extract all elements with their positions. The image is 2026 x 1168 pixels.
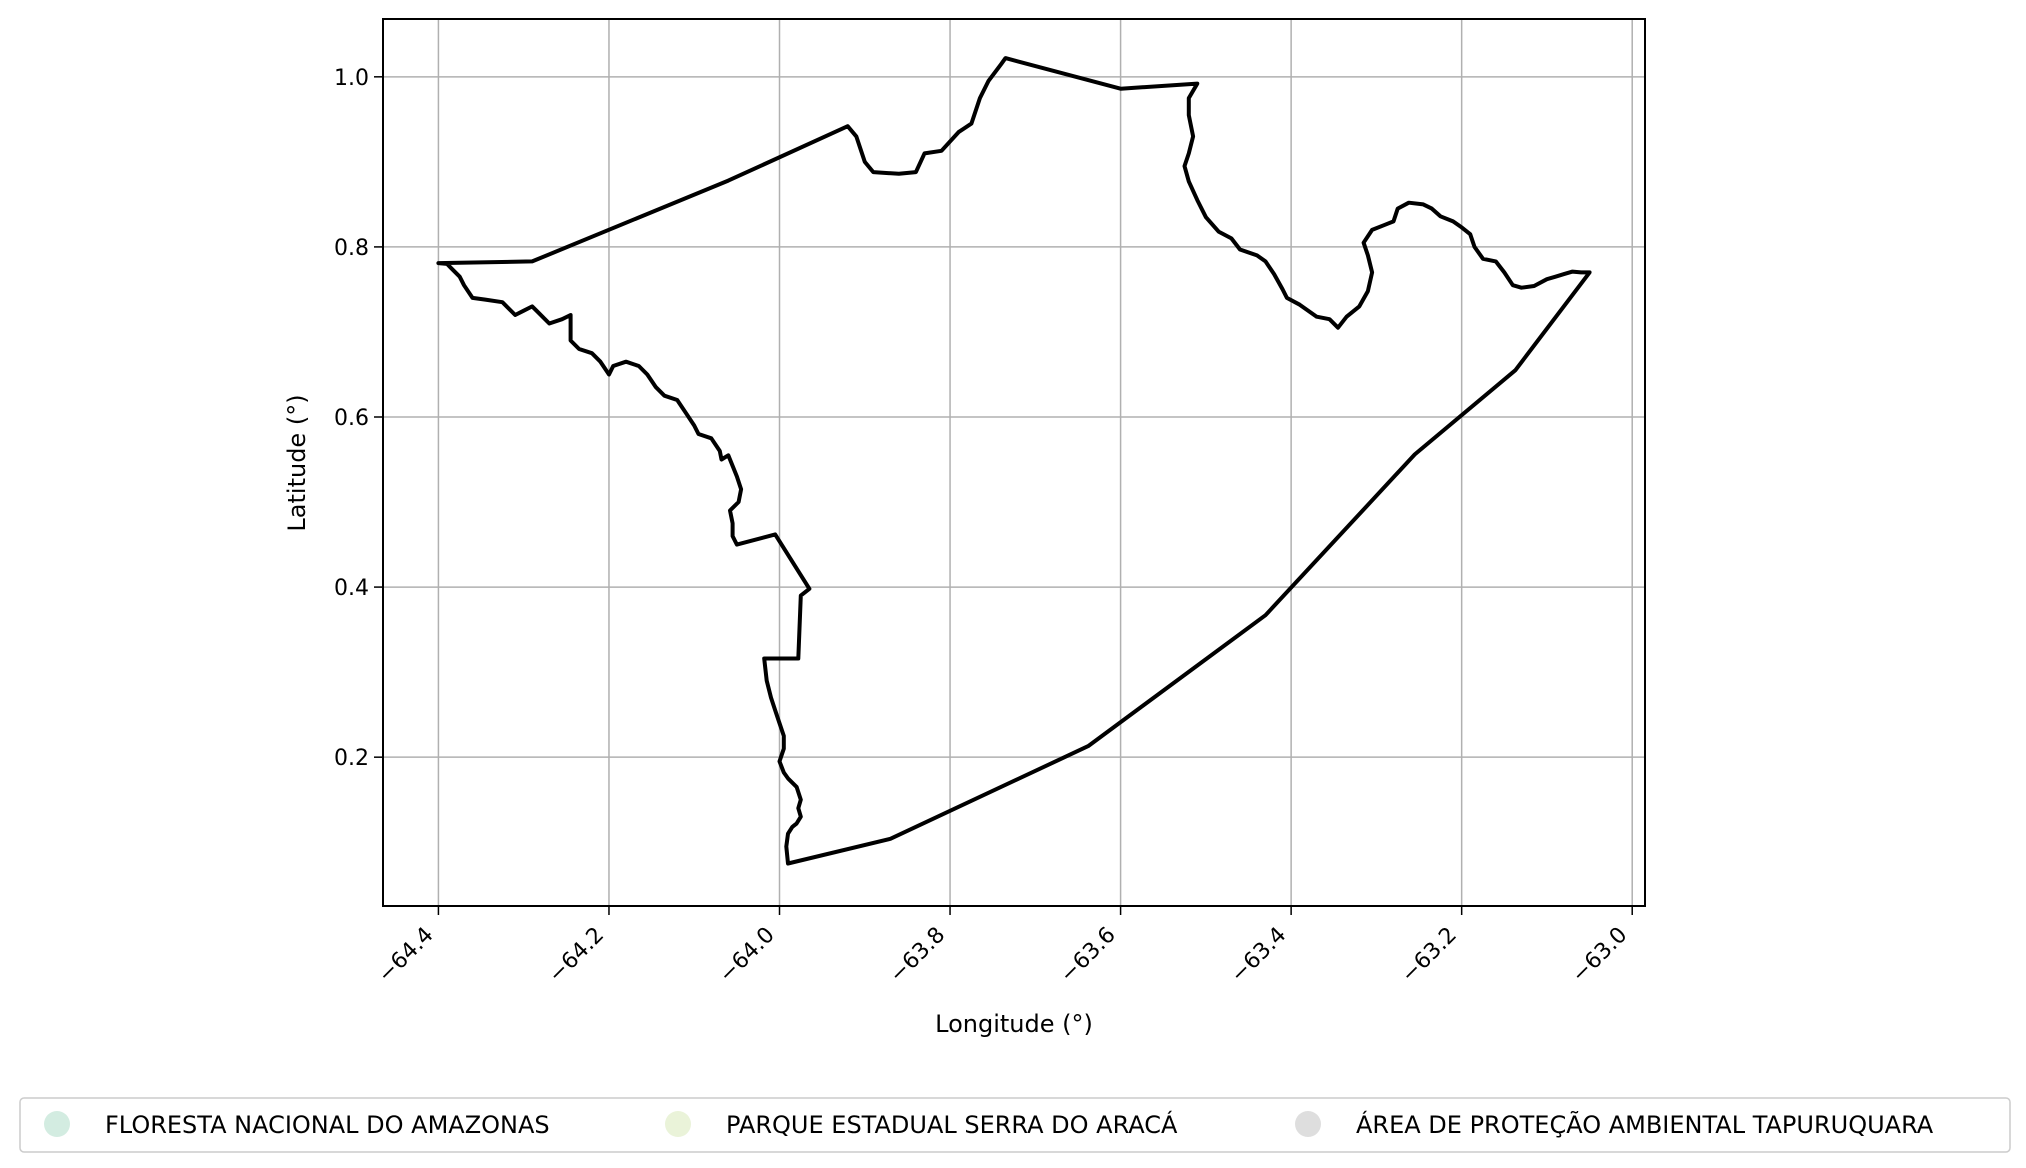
legend-label: PARQUE ESTADUAL SERRA DO ARACÁ bbox=[726, 1110, 1178, 1139]
legend: FLORESTA NACIONAL DO AMAZONAS PARQUE ESTA… bbox=[19, 1097, 2011, 1153]
x-axis-label: Longitude (°) bbox=[935, 1010, 1093, 1038]
boundary-layer bbox=[436, 56, 1592, 866]
protected-area-boundary bbox=[436, 56, 1592, 866]
y-axis-label: Latitude (°) bbox=[283, 394, 311, 531]
y-tick-label: 1.0 bbox=[334, 66, 369, 91]
y-tick-label: 0.8 bbox=[334, 236, 369, 261]
y-tick-label: 0.4 bbox=[334, 576, 369, 601]
y-tick-label: 0.6 bbox=[334, 406, 369, 431]
legend-marker bbox=[44, 1111, 70, 1137]
grid-lines bbox=[383, 19, 1645, 906]
y-axis-ticks: 0.2 0.4 0.6 0.8 1.0 bbox=[334, 66, 383, 771]
plot-frame bbox=[382, 18, 1646, 907]
legend-marker bbox=[665, 1111, 691, 1137]
y-tick-label: 0.2 bbox=[334, 746, 369, 771]
legend-label: FLORESTA NACIONAL DO AMAZONAS bbox=[105, 1111, 550, 1139]
legend-label: ÁREA DE PROTEÇÃO AMBIENTAL TAPURUQUARA bbox=[1356, 1109, 1934, 1139]
legend-marker bbox=[1295, 1111, 1321, 1137]
legend-frame bbox=[19, 1097, 2011, 1153]
